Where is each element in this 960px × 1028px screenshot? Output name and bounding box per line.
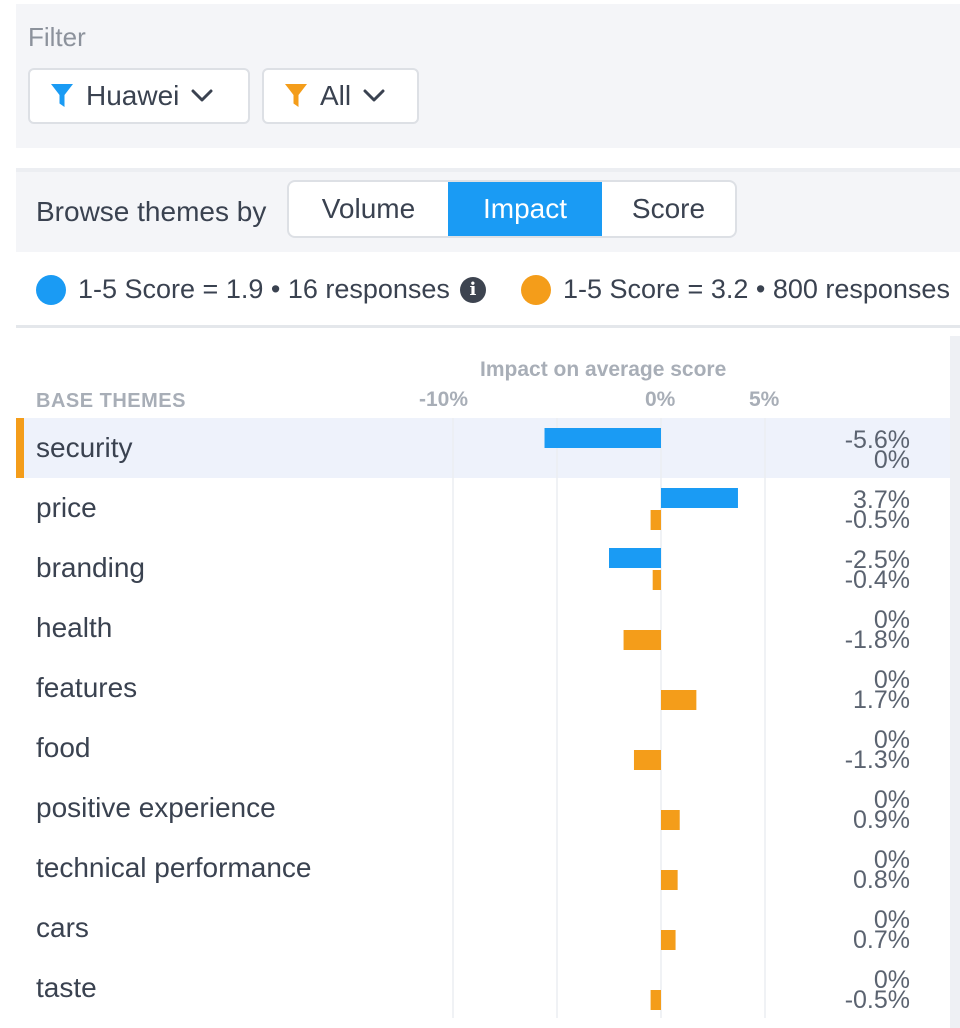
theme-name: security [36,432,133,463]
tab-score[interactable]: Score [631,193,706,224]
theme-row[interactable]: health 0% -1.8% [16,598,950,658]
selected-row-marker [16,418,24,478]
theme-name: features [36,672,138,703]
chevron-down-icon [191,89,213,103]
value-label-series-2: -0.5% [844,506,910,534]
value-label-series-2: 0% [873,446,910,474]
filter-button-label: All [320,80,352,111]
theme-row[interactable]: taste 0% -0.5% [16,958,950,1018]
filter-icon [50,83,74,109]
tab-volume[interactable]: Volume [321,193,416,224]
theme-name: technical performance [36,852,312,883]
legend-dot-orange [521,274,551,305]
axis-tick-label: -10% [419,388,469,411]
theme-name: price [36,492,97,523]
value-label-series-2: -1.8% [844,626,910,654]
legend-label: 1-5 Score = 1.9 • 16 responses [78,274,450,304]
legend-dot-blue [36,274,66,305]
value-label-series-2: -0.4% [844,566,910,594]
value-label-series-1: -2.5% [844,546,910,574]
axis-tick-label: 0% [645,388,676,411]
theme-name: cars [36,912,89,943]
browse-toggle: Volume Impact Score [287,180,737,238]
theme-name: branding [36,552,145,583]
theme-row[interactable]: features 0% 1.7% [16,658,950,718]
theme-row[interactable]: food 0% -1.3% [16,718,950,778]
value-label-series-2: 0.7% [853,926,910,954]
themes-panel: Browse themes by Volume Impact Score 1-5… [16,168,960,1028]
value-label-series-2: 0.9% [853,806,910,834]
column-title-base-themes[interactable]: BASE THEMES [36,390,186,412]
value-label-series-1: 0% [873,726,910,754]
theme-name: taste [36,972,97,1003]
theme-name: health [36,612,113,643]
filter-button-all[interactable]: All [262,68,419,124]
theme-row[interactable]: technical performance 0% 0.8% [16,838,950,898]
value-label-series-2: -1.3% [844,746,910,774]
theme-row[interactable]: cars 0% 0.7% [16,898,950,958]
theme-row[interactable]: security -5.6% 0% [16,418,950,478]
info-icon[interactable]: i [459,276,486,303]
value-label-series-1: 0% [873,966,910,994]
legend: 1-5 Score = 1.9 • 16 responses i 1-5 Sco… [16,252,960,328]
browse-label: Browse themes by [36,196,267,227]
theme-row[interactable]: price 3.7% -0.5% [16,478,950,538]
axis-tick-label: 5% [749,388,780,411]
value-label-series-1: 0% [873,786,910,814]
theme-name: food [36,732,91,763]
value-label-series-1: 0% [873,906,910,934]
value-label-series-1: -5.6% [844,426,910,454]
legend-item-series-2: 1-5 Score = 3.2 • 800 responses [521,274,950,305]
value-label-series-1: 3.7% [853,486,910,514]
value-label-series-1: 0% [873,666,910,694]
legend-item-series-1: 1-5 Score = 1.9 • 16 responses i [36,274,486,305]
filter-button-huawei[interactable]: Huawei [28,68,250,124]
theme-row[interactable]: positive experience 0% 0.9% [16,778,950,838]
value-label-series-2: -0.5% [844,986,910,1014]
filter-icon [284,83,308,109]
value-label-series-1: 0% [873,846,910,874]
filter-section: Filter Huawei All [16,4,960,148]
value-label-series-1: 0% [873,606,910,634]
legend-label: 1-5 Score = 3.2 • 800 responses [563,274,950,304]
filter-button-label: Huawei [86,80,180,111]
theme-name: positive experience [36,792,276,823]
scrollbar-track[interactable] [950,336,960,1028]
tab-impact[interactable]: Impact [448,182,602,236]
value-label-series-2: 0.8% [853,866,910,894]
axis-title: Impact on average score [480,358,727,381]
filter-title: Filter [28,22,86,52]
value-label-series-2: 1.7% [853,686,910,714]
chevron-down-icon [363,89,385,103]
theme-row[interactable]: branding -2.5% -0.4% [16,538,950,598]
browse-bar: Browse themes by Volume Impact Score [16,172,960,252]
